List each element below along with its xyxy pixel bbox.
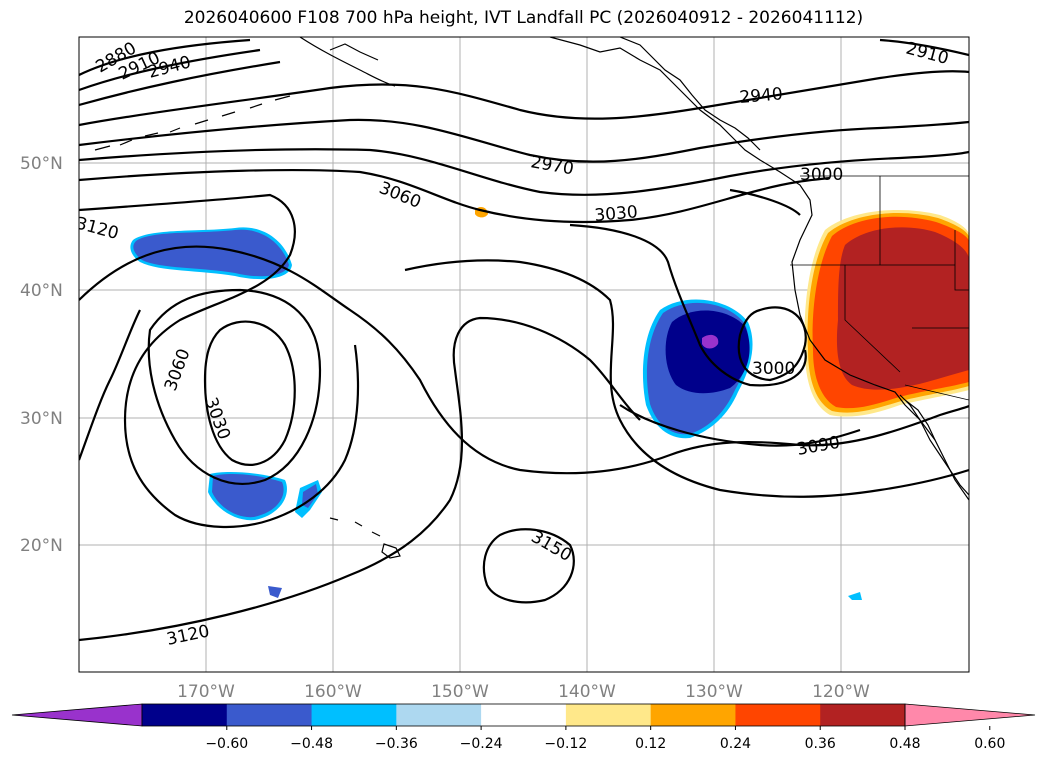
alaska-coast (299, 37, 969, 501)
lon-label: 140°W (558, 682, 616, 702)
contour-3120-south (79, 316, 641, 642)
colorbar-segment (481, 704, 567, 726)
contour-3090-lower (619, 404, 861, 447)
colorbar-segment (226, 704, 313, 726)
contour-3030-loop (203, 320, 296, 466)
lat-axis: 50°N 40°N 30°N 20°N (20, 154, 63, 556)
chart-title: 2026040600 F108 700 hPa height, IVT Land… (183, 8, 864, 28)
contour-3000-loop (737, 306, 807, 382)
canada-coast (619, 37, 761, 151)
contour-3060-loop (147, 288, 322, 485)
colorbar-segment (735, 704, 821, 726)
lon-label: 150°W (431, 682, 489, 702)
height-contours (79, 38, 969, 642)
colorbar-tick-label: −0.60 (205, 736, 248, 752)
colorbar-tick-label: −0.12 (544, 736, 587, 752)
colorbar-tick-label: −0.24 (460, 736, 503, 752)
colorbar-tick-label: 0.12 (635, 736, 666, 752)
contour-label: 2940 (739, 84, 784, 108)
ivt-shading (130, 207, 969, 600)
contour-2880 (79, 38, 251, 76)
lat-label: 50°N (20, 154, 63, 174)
colorbar-tick-label: 0.60 (974, 736, 1005, 752)
contour-3060-top (79, 168, 831, 224)
colorbar-tick-label: −0.48 (290, 736, 333, 752)
colorbar: −0.60 −0.48 −0.36 −0.24 −0.12 0.12 0.24 0.36 0.4… (11, 703, 1036, 752)
colorbar-tick-label: 0.36 (805, 736, 836, 752)
colorbar-segment (820, 704, 906, 726)
contour-2910-w (79, 48, 261, 92)
colorbar-segment (650, 704, 736, 726)
baja-coast (899, 394, 969, 496)
contour-label: 3030 (594, 202, 639, 226)
lon-label: 160°W (304, 682, 362, 702)
contour-3090 (79, 245, 969, 475)
lat-label: 40°N (20, 281, 63, 301)
colorbar-tick-label: −0.36 (375, 736, 418, 752)
contour-label: 3000 (752, 359, 795, 379)
contour-3120-left-edge (79, 309, 141, 461)
aleutian-islands (94, 95, 291, 151)
colorbar-segment (142, 704, 228, 726)
colorbar-segment (311, 704, 397, 726)
colorbar-outline (141, 703, 906, 727)
coastlines (94, 37, 969, 559)
contour-2940-w (79, 60, 281, 107)
lon-label: 120°W (812, 682, 870, 702)
lon-label: 130°W (685, 682, 743, 702)
contour-3030 (569, 223, 807, 387)
contour-3000-n (79, 148, 969, 196)
state-borders (790, 176, 969, 401)
colorbar-tick-label: 0.48 (889, 736, 920, 752)
lat-label: 20°N (20, 536, 63, 556)
contour-3120-outer (404, 259, 969, 498)
lon-label: 170°W (177, 682, 235, 702)
contour-2940-e (79, 70, 969, 127)
contour-3120 (79, 193, 360, 529)
contour-3150 (482, 528, 575, 604)
colorbar-extend-min (11, 703, 143, 727)
contour-3000-east (729, 188, 801, 216)
colorbar-extend-max (904, 703, 1036, 727)
colorbar-segment (565, 704, 652, 726)
lon-axis: 170°W 160°W 150°W 140°W 130°W 120°W (177, 682, 870, 702)
contour-2910-e (879, 38, 969, 57)
lat-label: 30°N (20, 409, 63, 429)
contour-label: 3000 (800, 165, 843, 185)
colorbar-tick-label: 0.24 (720, 736, 751, 752)
colorbar-segment (396, 704, 482, 726)
contour-2970 (79, 118, 969, 163)
hawaii-islands (329, 517, 401, 559)
map-frame (78, 36, 970, 673)
